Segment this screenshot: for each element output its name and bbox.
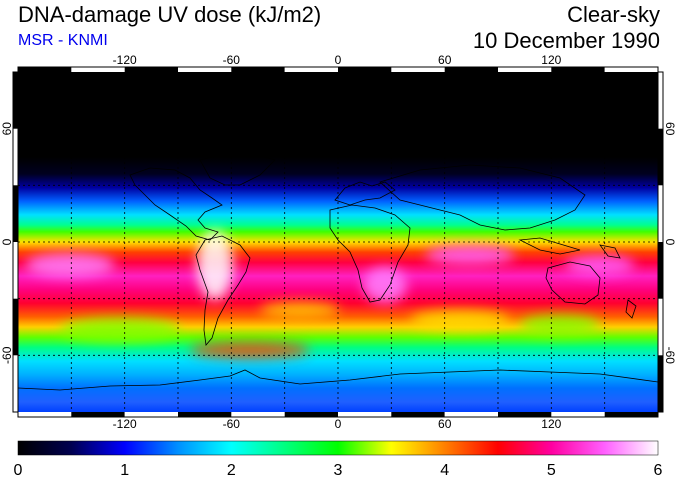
source-label: MSR - KNMI: [18, 32, 108, 49]
colorbar-gradient: [17, 440, 659, 456]
coastlines: [18, 149, 658, 391]
sky-condition-label: Clear-sky: [567, 2, 660, 27]
graticule: [18, 72, 658, 412]
lon-tick-bottom: -120: [113, 417, 137, 431]
lat-tick-left: 0: [0, 238, 14, 245]
map-frame: [12, 66, 664, 418]
lon-ticks-bottom: -120 -60 0 60 120: [113, 417, 562, 431]
lon-tick-top: 60: [438, 53, 452, 67]
colorbar-label: 0: [14, 462, 23, 479]
colorbar-labels: 0 1 2 3 4 5 6: [14, 462, 663, 479]
lat-tick-right: -60: [663, 347, 677, 365]
date-label: 10 December 1990: [472, 28, 660, 53]
lon-tick-top: 0: [335, 53, 342, 67]
lon-tick-top: 120: [541, 53, 561, 67]
lat-tick-left: 60: [0, 122, 14, 136]
lon-tick-top: -60: [223, 53, 241, 67]
lon-tick-bottom: 60: [438, 417, 452, 431]
lat-tick-left: -60: [0, 346, 14, 364]
lon-tick-top: -120: [113, 53, 137, 67]
colorbar-label: 2: [227, 462, 236, 479]
lon-tick-bottom: 120: [541, 417, 561, 431]
colorbar-label: 4: [440, 462, 449, 479]
colorbar-label: 3: [334, 462, 343, 479]
lon-tick-bottom: -60: [223, 417, 241, 431]
lon-tick-bottom: 0: [335, 417, 342, 431]
lon-ticks-top: -120 -60 0 60 120: [113, 53, 562, 67]
lat-ticks-left: 60 0 -60: [0, 122, 14, 364]
colorbar-label: 5: [547, 462, 556, 479]
lat-ticks-right: 60 0 -60: [663, 122, 677, 364]
colorbar-label: 6: [654, 462, 663, 479]
colorbar-label: 1: [120, 462, 129, 479]
colorbar: 0 1 2 3 4 5 6: [14, 440, 663, 479]
lat-tick-right: 60: [663, 122, 677, 136]
map-title: DNA-damage UV dose (kJ/m2): [18, 2, 322, 27]
lat-tick-right: 0: [663, 239, 677, 246]
